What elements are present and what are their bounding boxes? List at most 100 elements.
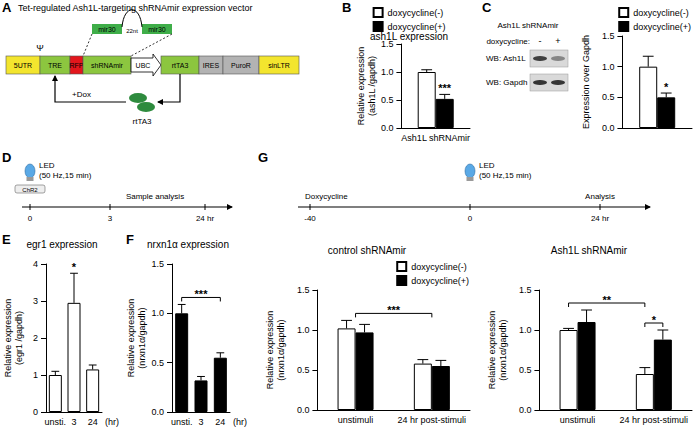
svg-text:sinLTR: sinLTR xyxy=(268,62,290,69)
svg-text:doxycycline(-): doxycycline(-) xyxy=(633,8,689,18)
svg-text:(nrxn1α/gapdh): (nrxn1α/gapdh) xyxy=(137,307,147,368)
svg-text:doxycycline(+): doxycycline(+) xyxy=(633,22,691,32)
svg-text:Doxycycline: Doxycycline xyxy=(305,192,348,201)
svg-text:(hr): (hr) xyxy=(233,417,247,427)
svg-text:doxycycline:: doxycycline: xyxy=(486,37,530,46)
svg-text:0.0: 0.0 xyxy=(602,123,615,133)
svg-text:rtTA3: rtTA3 xyxy=(172,62,189,69)
svg-text:0: 0 xyxy=(28,214,33,223)
svg-text:24 hr: 24 hr xyxy=(591,214,610,223)
svg-text:B: B xyxy=(342,0,351,15)
svg-text:Expression over Gapdh: Expression over Gapdh xyxy=(581,35,591,129)
svg-text:0.5: 0.5 xyxy=(297,365,310,375)
svg-text:0.5: 0.5 xyxy=(519,365,532,375)
svg-text:+: + xyxy=(555,36,560,46)
svg-text:Relative expression: Relative expression xyxy=(126,299,136,378)
svg-text:0.5: 0.5 xyxy=(151,358,164,368)
svg-text:(egr1 /gapdh): (egr1 /gapdh) xyxy=(14,311,24,365)
svg-text:Sample analysis: Sample analysis xyxy=(126,192,184,201)
svg-text:*: * xyxy=(652,314,657,326)
svg-text:22nt: 22nt xyxy=(126,28,138,34)
svg-text:LED: LED xyxy=(479,161,495,170)
svg-text:**: ** xyxy=(602,294,611,306)
svg-text:doxycycline(-): doxycycline(-) xyxy=(388,8,444,18)
svg-text:unsti.: unsti. xyxy=(45,417,67,427)
svg-text:4: 4 xyxy=(33,259,38,269)
svg-text:3: 3 xyxy=(108,214,113,223)
svg-text:0: 0 xyxy=(33,407,38,417)
svg-text:unstimuli: unstimuli xyxy=(560,415,596,425)
svg-text:Analysis: Analysis xyxy=(585,192,615,201)
svg-text:LED: LED xyxy=(39,161,55,170)
svg-text:3: 3 xyxy=(33,296,38,306)
svg-text:F: F xyxy=(126,232,134,247)
svg-text:1.0: 1.0 xyxy=(297,325,310,335)
svg-text:0.0: 0.0 xyxy=(519,405,532,415)
svg-text:Relative expression: Relative expression xyxy=(265,311,275,390)
svg-text:ChR2: ChR2 xyxy=(22,187,38,193)
svg-text:1.0: 1.0 xyxy=(519,325,532,335)
svg-text:Relative expression: Relative expression xyxy=(3,299,13,378)
svg-text:1: 1 xyxy=(33,370,38,380)
svg-text:(50 Hz,15 min): (50 Hz,15 min) xyxy=(39,171,92,180)
svg-text:-40: -40 xyxy=(304,214,316,223)
svg-text:24: 24 xyxy=(88,417,98,427)
svg-text:doxycycline(+): doxycycline(+) xyxy=(411,276,469,286)
svg-text:***: *** xyxy=(195,288,209,300)
svg-text:***: *** xyxy=(438,82,452,94)
svg-text:E: E xyxy=(2,232,11,247)
svg-text:Relative expression: Relative expression xyxy=(487,311,497,390)
svg-text:0.0: 0.0 xyxy=(151,407,164,417)
svg-text:Ash1L shRNAmir: Ash1L shRNAmir xyxy=(497,21,558,30)
svg-text:rtTA3: rtTA3 xyxy=(133,117,153,126)
svg-text:nrxn1α expression: nrxn1α expression xyxy=(147,239,229,250)
svg-text:24 hr post-stimuli: 24 hr post-stimuli xyxy=(398,415,467,425)
svg-text:0.0: 0.0 xyxy=(297,405,310,415)
svg-text:ash1L expression: ash1L expression xyxy=(370,31,448,42)
svg-text:shRNAmir: shRNAmir xyxy=(91,62,124,69)
svg-text:1.0: 1.0 xyxy=(602,62,615,72)
svg-text:Ash1L shRNAmir: Ash1L shRNAmir xyxy=(551,245,628,256)
svg-text:Relative expression: Relative expression xyxy=(356,47,366,126)
svg-text:C: C xyxy=(482,0,492,15)
svg-text:(50 Hz,15 min): (50 Hz,15 min) xyxy=(479,171,532,180)
svg-text:Ψ: Ψ xyxy=(36,43,44,53)
svg-text:PuroR: PuroR xyxy=(231,62,251,69)
svg-text:Tet-regulated Ash1L-targeting: Tet-regulated Ash1L-targeting shRNAmir e… xyxy=(18,3,253,13)
svg-text:0.5: 0.5 xyxy=(602,92,615,102)
svg-text:0.0: 0.0 xyxy=(381,123,394,133)
svg-text:UBC: UBC xyxy=(136,62,151,69)
svg-text:TRE: TRE xyxy=(48,62,62,69)
svg-text:WB: Gapdh: WB: Gapdh xyxy=(486,78,527,87)
svg-text:2: 2 xyxy=(33,333,38,343)
svg-text:IRES: IRES xyxy=(203,62,220,69)
svg-text:doxycycline(-): doxycycline(-) xyxy=(411,262,467,272)
svg-text:D: D xyxy=(2,150,11,165)
svg-text:A: A xyxy=(2,0,12,15)
svg-text:0.5: 0.5 xyxy=(381,95,394,105)
svg-text:1.5: 1.5 xyxy=(602,31,615,41)
svg-text:(nrxn1α/gapdh): (nrxn1α/gapdh) xyxy=(276,319,286,380)
svg-text:24 hr post-stimuli: 24 hr post-stimuli xyxy=(620,415,689,425)
svg-text:1.5: 1.5 xyxy=(297,285,310,295)
svg-text:G: G xyxy=(258,150,268,165)
svg-text:mir30: mir30 xyxy=(148,26,166,33)
svg-text:24 hr: 24 hr xyxy=(196,214,215,223)
svg-text:1.0: 1.0 xyxy=(151,308,164,318)
svg-text:*: * xyxy=(72,261,77,273)
svg-text:mir30: mir30 xyxy=(98,26,116,33)
svg-text:1.5: 1.5 xyxy=(151,259,164,269)
svg-text:*: * xyxy=(664,81,669,93)
svg-text:1.0: 1.0 xyxy=(381,67,394,77)
svg-text:1.5: 1.5 xyxy=(519,285,532,295)
svg-text:3: 3 xyxy=(198,417,203,427)
svg-text:-: - xyxy=(539,36,542,46)
svg-text:unsti.: unsti. xyxy=(171,417,193,427)
svg-text:(hr): (hr) xyxy=(105,417,119,427)
svg-text:WB: Ash1L: WB: Ash1L xyxy=(486,54,526,63)
svg-text:0: 0 xyxy=(468,214,473,223)
svg-text:egr1 expression: egr1 expression xyxy=(26,239,97,250)
svg-text:5UTR: 5UTR xyxy=(14,62,32,69)
svg-text:Ash1L shRNAmir: Ash1L shRNAmir xyxy=(401,133,470,143)
svg-text:+Dox: +Dox xyxy=(72,90,91,99)
